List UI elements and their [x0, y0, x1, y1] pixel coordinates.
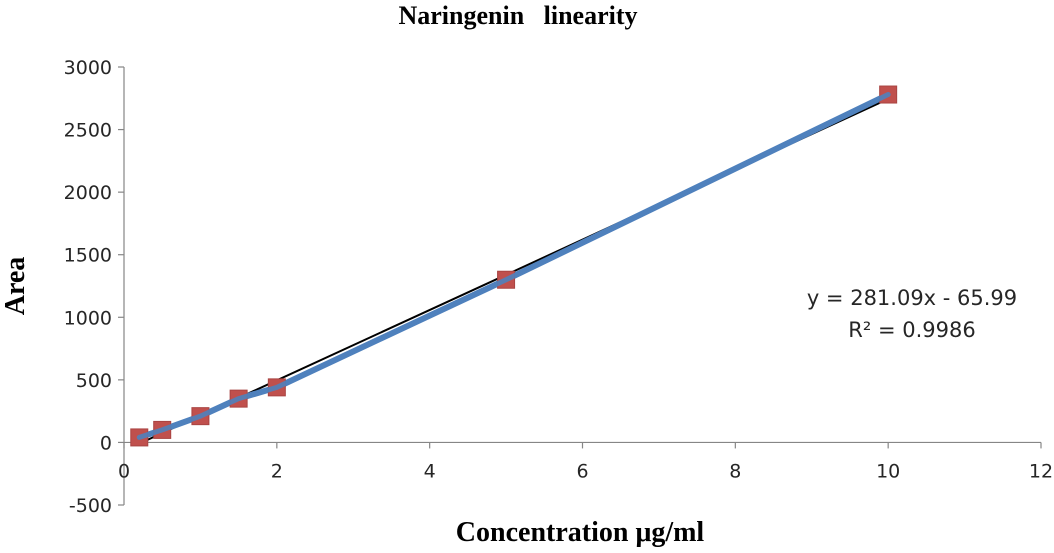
- x-tick-label: 8: [729, 460, 741, 482]
- x-tick-label: 2: [271, 460, 283, 482]
- x-tick-label: 0: [118, 460, 130, 482]
- y-tick-label: 0: [100, 432, 112, 454]
- y-tick-label: 1500: [64, 245, 112, 267]
- trendline-equation: y = 281.09x - 65.99: [807, 286, 1017, 310]
- trendline-r-squared: R² = 0.9986: [848, 318, 975, 342]
- x-tick-label: 10: [876, 460, 900, 482]
- x-tick-label: 6: [576, 460, 588, 482]
- axes: [118, 66, 1042, 506]
- x-tick-label: 4: [424, 460, 436, 482]
- y-tick-label: -500: [69, 495, 112, 517]
- y-tick-label: 2500: [64, 120, 112, 142]
- series-layer: [130, 85, 898, 447]
- y-tick-label: 3000: [64, 57, 112, 79]
- series-line-overlay: [136, 92, 891, 440]
- x-axis-title: Concentration μg/ml: [456, 517, 705, 548]
- x-tick-label: 12: [1029, 460, 1053, 482]
- tick-labels: -500 0 500 1000 1500 2000 2500 3000 0 2 4 6 8 10 12: [64, 57, 1053, 517]
- y-tick-label: 500: [76, 370, 112, 392]
- y-tick-label: 2000: [64, 182, 112, 204]
- y-tick-label: 1000: [64, 307, 112, 329]
- y-axis-title: Area: [0, 257, 31, 316]
- series-line: [136, 91, 892, 441]
- chart-title: Naringenin linearity: [398, 1, 637, 30]
